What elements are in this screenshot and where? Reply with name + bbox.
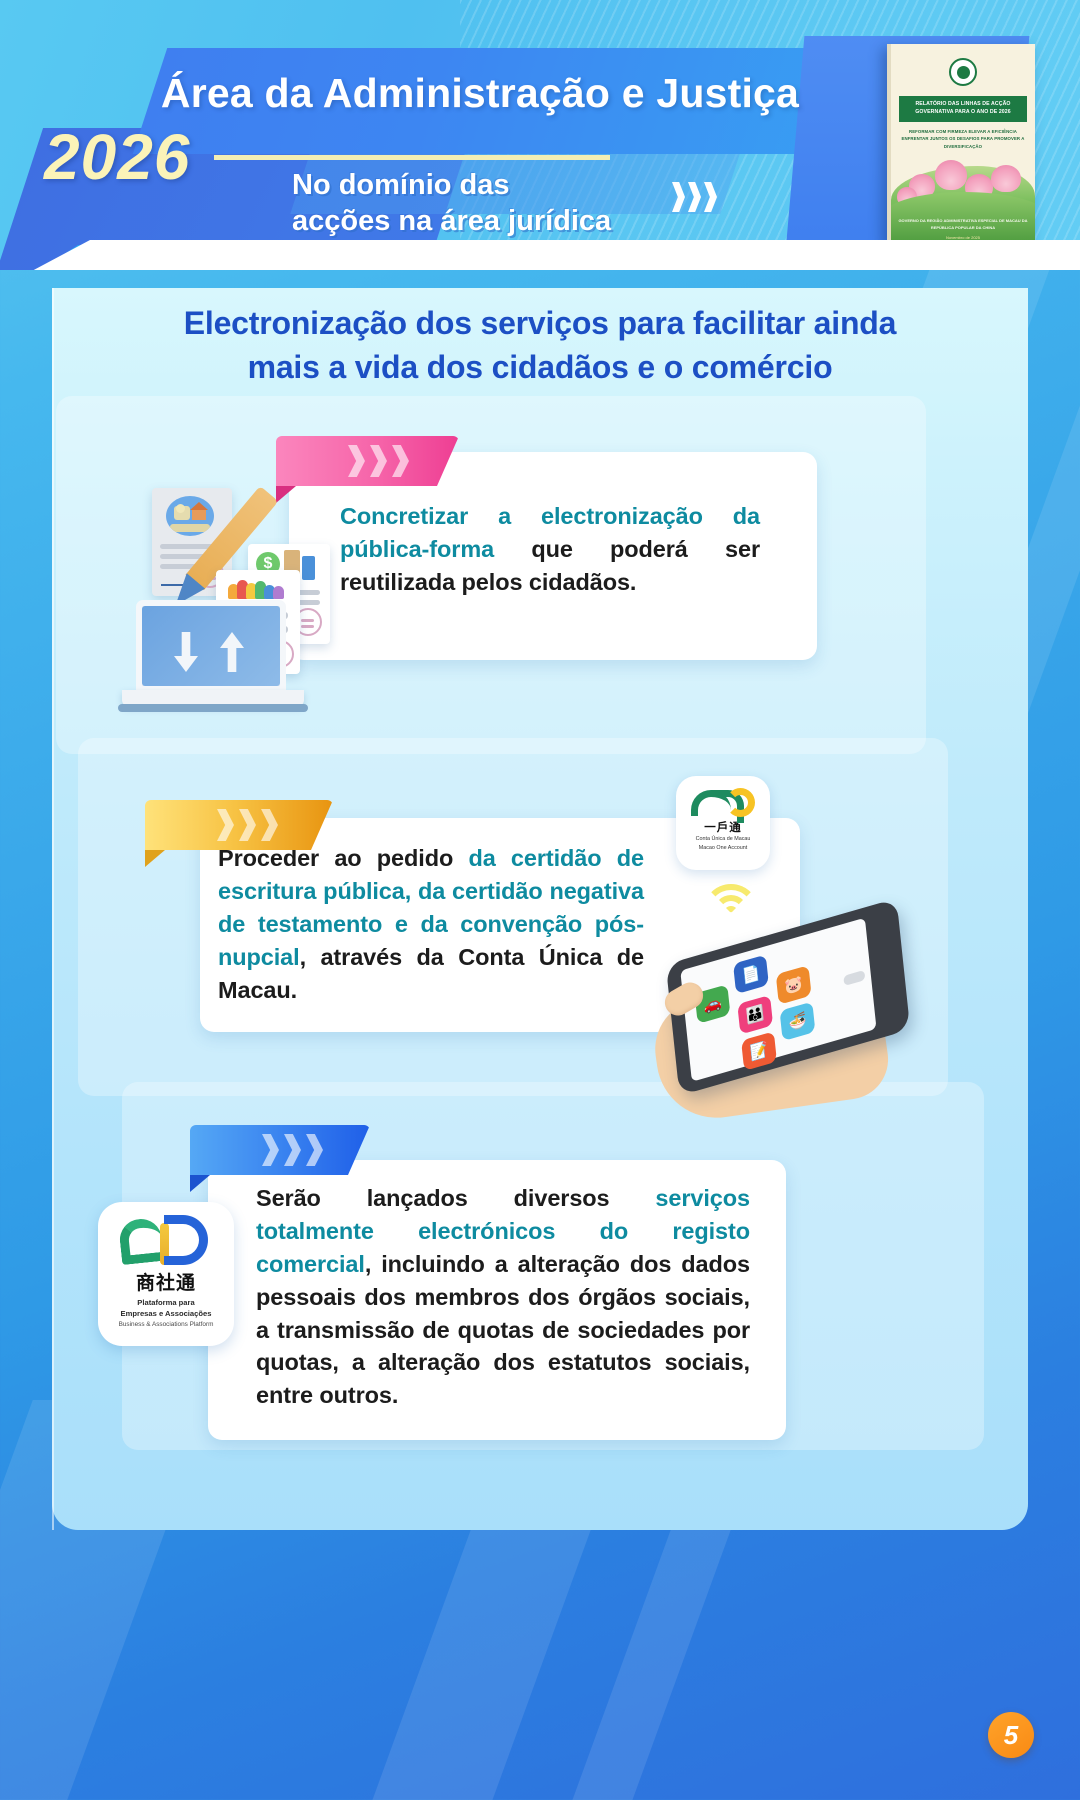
mo-logo-english: Macao One Account xyxy=(698,844,748,851)
app-icon-form[interactable]: 📝 xyxy=(741,1031,777,1071)
content-card-3 xyxy=(208,1160,786,1440)
panel-left-rule xyxy=(52,288,54,1530)
signature-mark xyxy=(161,574,191,586)
doc-line xyxy=(160,544,222,549)
page-title-line2: mais a vida dos cidadãos e o comércio xyxy=(247,348,833,385)
page-title-line1: Electronização dos serviços para facilit… xyxy=(183,305,897,341)
app-icon-food[interactable]: 🍜 xyxy=(779,1001,816,1042)
bz-logo-mark-icon xyxy=(117,1215,214,1267)
card-1-ribbon xyxy=(276,436,459,486)
card-3-body-1: Serão lançados diversos xyxy=(256,1185,656,1211)
laptop-shadow xyxy=(118,704,308,712)
mo-letter-o-icon xyxy=(726,788,755,817)
mo-letter-m-icon xyxy=(691,790,744,823)
doc-line xyxy=(160,564,204,569)
laptop-display xyxy=(142,606,280,686)
booklet-subtitle-line2: ENFRENTAR JUNTOS OS DESAFIOS PARA PROMOV… xyxy=(901,136,1025,149)
card-2-text: Proceder ao pedido da certidão de escrit… xyxy=(218,842,644,1006)
business-associations-platform-logo: 商社通 Plataforma para Empresas e Associaçõ… xyxy=(98,1202,234,1346)
chevron-right-triple-icon xyxy=(217,809,283,841)
hand-holding-phone-illustration: 📄 🚗 🐷 👪 🍜 📝 xyxy=(648,898,950,1126)
content-card-1 xyxy=(289,452,817,660)
doc-line xyxy=(160,554,222,559)
page-number-badge: 5 xyxy=(988,1712,1034,1758)
bz-logo-english: Business & Associations Platform xyxy=(118,1320,214,1328)
page-title: Electronização dos serviços para facilit… xyxy=(72,302,1008,389)
card-1-body: que poderá ser reutilizada pelos cidadão… xyxy=(340,535,760,595)
card-3-text: Serão lançados diversos serviços totalme… xyxy=(256,1182,750,1412)
building-icon-2 xyxy=(302,556,315,580)
bz-letter-b-icon xyxy=(164,1215,208,1265)
people-group-icon xyxy=(228,580,284,599)
card-2-body-2: , através da Conta Única de Macau. xyxy=(218,943,644,1003)
card-3-body-2: , incluindo a alteração dos dados pessoa… xyxy=(256,1250,750,1409)
bz-logo-pt-line2: Empresas e Associações xyxy=(120,1308,212,1318)
card-2-ribbon xyxy=(145,800,333,850)
card-3-ribbon xyxy=(190,1125,370,1175)
header-wedge-white xyxy=(0,240,1080,270)
phone-app-grid: 📄 🚗 🐷 👪 🍜 📝 xyxy=(691,935,835,1071)
phone-home-button[interactable] xyxy=(843,969,866,987)
card-3-highlight: serviços totalmente electrónicos do regi… xyxy=(256,1185,750,1277)
macau-emblem-icon xyxy=(949,58,977,86)
laptop-screen xyxy=(136,600,286,692)
card-1-text: Concretizar a electronização da pública-… xyxy=(340,500,760,599)
chevron-right-triple-icon xyxy=(348,445,414,477)
header-subtitle-line1: No domínio das xyxy=(292,169,510,201)
lotus-flower-icon-4 xyxy=(991,165,1021,192)
laptop-base xyxy=(122,690,304,706)
chevron-right-triple-icon xyxy=(262,1134,328,1166)
header-year: 2026 xyxy=(44,121,191,193)
header-divider-rule xyxy=(214,155,610,160)
booklet-date: Novembro de 2025 xyxy=(945,235,981,240)
app-icon-piggybank[interactable]: 🐷 xyxy=(775,965,812,1005)
header-subtitle-line2: acções na área jurídica xyxy=(292,204,612,237)
card-1-highlight: Concretizar a electronização da pública-… xyxy=(340,503,760,562)
bz-logo-chinese: 商社通 xyxy=(135,1273,196,1294)
bz-letter-a-icon xyxy=(117,1216,165,1266)
booklet-subtitle: REFORMAR COM FIRMEZA ELEVAR A EFICIÊNCIA… xyxy=(897,128,1029,150)
mo-logo-chinese: 一戶通 xyxy=(704,822,742,834)
mo-logo-portuguese: Conta Única de Macau xyxy=(695,836,751,842)
money-house-circle-icon xyxy=(166,496,214,536)
app-icon-document[interactable]: 📄 xyxy=(733,954,769,995)
bz-logo-pt-line1: Plataforma para xyxy=(137,1298,195,1307)
card-2-highlight: da certidão de escritura pública, da cer… xyxy=(218,845,644,970)
booklet-hill-front xyxy=(891,192,1035,244)
page-header: Área da Administração e Justiça 2026 No … xyxy=(0,0,1080,270)
mo-logo-mark-icon xyxy=(691,788,755,823)
documents-laptop-illustration: $ xyxy=(118,478,370,726)
header-subtitle: No domínio das acções na área jurídica xyxy=(292,168,611,240)
booklet-footer-text: GOVERNO DA REGIÃO ADMINISTRATIVA ESPECIA… xyxy=(898,218,1028,231)
bz-logo-portuguese: Plataforma para Empresas e Associações xyxy=(121,1298,212,1320)
booklet-subtitle-line1: REFORMAR COM FIRMEZA ELEVAR A EFICIÊNCIA xyxy=(909,129,1017,134)
macao-one-account-logo: 一戶通 Conta Única de Macau Macao One Accou… xyxy=(676,776,770,870)
app-icon-family[interactable]: 👪 xyxy=(737,994,774,1035)
booklet-band-text: RELATÓRIO DAS LINHAS DE ACÇÃO GOVERNATIV… xyxy=(899,96,1027,122)
lotus-flower-icon-2 xyxy=(935,160,967,190)
wifi-signal-icon xyxy=(700,884,762,928)
government-report-booklet: RELATÓRIO DAS LINHAS DE ACÇÃO GOVERNATIV… xyxy=(887,44,1035,244)
chevron-right-triple-icon xyxy=(672,182,720,212)
header-title: Área da Administração e Justiça xyxy=(160,70,800,116)
